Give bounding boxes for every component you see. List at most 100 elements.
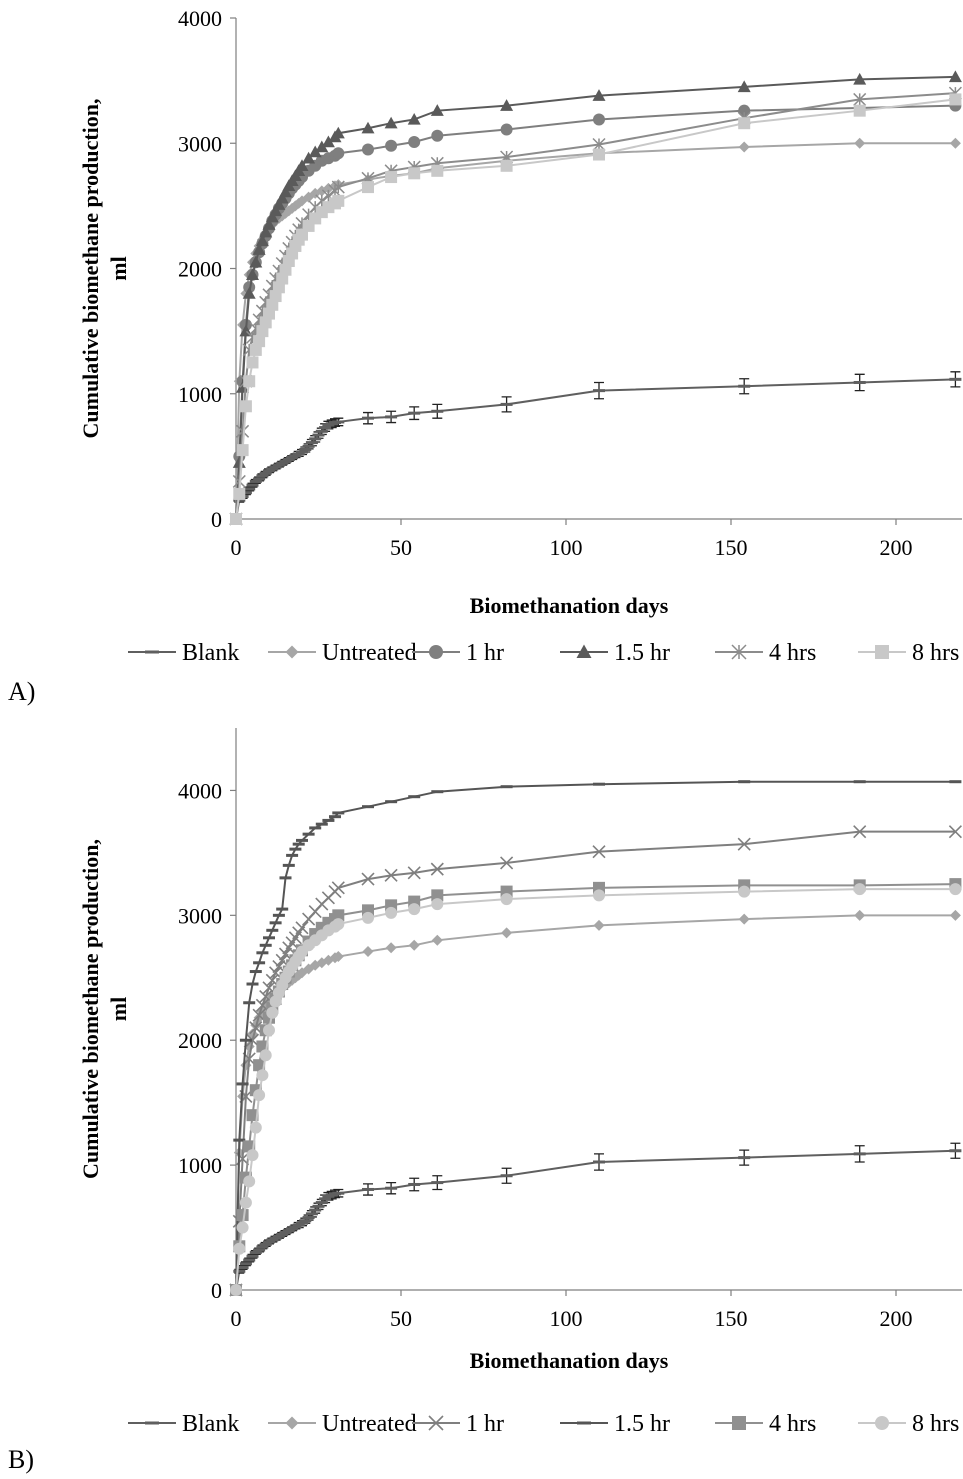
data-point bbox=[431, 889, 444, 902]
y-tick-label: 4000 bbox=[178, 778, 222, 803]
data-point bbox=[246, 356, 259, 369]
data-point bbox=[384, 116, 398, 129]
data-point bbox=[431, 790, 444, 794]
series-line bbox=[235, 830, 956, 1291]
data-point bbox=[500, 402, 513, 406]
data-point bbox=[361, 872, 375, 886]
data-point bbox=[289, 454, 302, 458]
data-point bbox=[230, 513, 242, 525]
data-point bbox=[295, 921, 309, 935]
data-point bbox=[256, 1245, 269, 1249]
data-point bbox=[592, 137, 606, 152]
data-point bbox=[239, 1038, 252, 1042]
data-point bbox=[431, 164, 444, 177]
data-point bbox=[385, 800, 398, 804]
legend-label: 8 hrs bbox=[912, 1411, 959, 1437]
data-point bbox=[236, 1082, 249, 1086]
data-point bbox=[854, 137, 866, 149]
data-point bbox=[282, 1229, 295, 1233]
legend-marker bbox=[576, 644, 592, 658]
data-point bbox=[243, 1001, 256, 1005]
data-point bbox=[272, 1234, 285, 1238]
data-point bbox=[309, 826, 322, 830]
data-point bbox=[289, 1225, 302, 1229]
data-point bbox=[319, 1197, 332, 1201]
data-point bbox=[249, 479, 262, 483]
data-point bbox=[385, 1186, 398, 1190]
data-point bbox=[431, 129, 444, 142]
legend-label: 1 hr bbox=[466, 1411, 504, 1437]
series-1-5-hr bbox=[230, 780, 962, 1292]
data-point bbox=[431, 898, 444, 911]
data-point bbox=[239, 1262, 252, 1266]
data-point bbox=[738, 780, 751, 784]
data-point bbox=[279, 876, 292, 880]
legend-label: 4 hrs bbox=[769, 640, 816, 666]
y-axis-title-line: ml bbox=[106, 256, 131, 280]
data-point bbox=[312, 433, 325, 437]
y-tick-label: 0 bbox=[211, 507, 222, 532]
y-axis-title-line: Cumulative biomethane production, bbox=[78, 98, 103, 438]
legend-label: 4 hrs bbox=[769, 1411, 816, 1437]
y-tick-label: 1000 bbox=[178, 1153, 222, 1178]
data-point bbox=[286, 456, 299, 460]
data-point bbox=[332, 420, 345, 424]
legend-item: Blank bbox=[128, 640, 239, 666]
data-point bbox=[331, 126, 345, 139]
data-point bbox=[239, 400, 252, 413]
data-point bbox=[948, 70, 962, 83]
series-8-hrs bbox=[230, 93, 962, 525]
y-tick-label: 3000 bbox=[178, 131, 222, 156]
data-point bbox=[253, 1059, 266, 1072]
x-tick-label: 100 bbox=[550, 535, 583, 560]
data-point bbox=[236, 444, 249, 457]
data-point bbox=[500, 123, 513, 136]
data-point bbox=[256, 474, 269, 478]
data-point bbox=[593, 919, 605, 931]
x-axis-title: Biomethanation days bbox=[470, 1348, 669, 1373]
data-point bbox=[282, 863, 295, 867]
data-point bbox=[853, 883, 866, 896]
series-1-5-hr bbox=[229, 70, 962, 525]
data-point bbox=[308, 145, 322, 158]
data-point bbox=[232, 456, 246, 468]
data-point bbox=[289, 847, 302, 851]
series-line bbox=[235, 378, 956, 520]
data-point bbox=[253, 335, 266, 348]
data-point bbox=[246, 982, 259, 986]
data-point bbox=[266, 928, 279, 932]
data-point bbox=[315, 822, 328, 826]
series-line bbox=[235, 914, 956, 1291]
panel-b-plot: 0 1000 2000 3000 4000 0 50 100 150 200 Biomethanat… bbox=[78, 728, 962, 1437]
data-point bbox=[949, 377, 962, 381]
legend-marker bbox=[875, 1416, 889, 1430]
data-point bbox=[230, 1284, 242, 1296]
data-point bbox=[249, 255, 263, 268]
series-line bbox=[235, 104, 956, 520]
data-point bbox=[332, 811, 345, 815]
legend-marker bbox=[285, 645, 299, 659]
x-tick-label: 50 bbox=[390, 535, 412, 560]
legend-label: 1 hr bbox=[466, 640, 504, 666]
legend-marker bbox=[732, 1416, 746, 1430]
data-point bbox=[362, 911, 374, 924]
data-point bbox=[500, 856, 514, 870]
data-point bbox=[262, 218, 276, 230]
y-tick-label: 1000 bbox=[178, 382, 222, 407]
x-tick-label: 50 bbox=[390, 1306, 412, 1331]
data-point bbox=[296, 838, 308, 842]
legend-item: 1.5 hr bbox=[560, 1411, 670, 1437]
data-point bbox=[236, 1266, 249, 1270]
data-point bbox=[331, 881, 345, 895]
data-point bbox=[332, 951, 344, 963]
panel-a-label: A) bbox=[8, 677, 35, 706]
legend-label: 1.5 hr bbox=[614, 1411, 670, 1437]
data-point bbox=[266, 1238, 279, 1242]
data-point bbox=[236, 1221, 249, 1234]
legend-marker bbox=[145, 1421, 159, 1425]
data-point bbox=[408, 795, 421, 799]
data-point bbox=[233, 1242, 246, 1255]
data-point bbox=[276, 1232, 289, 1236]
data-point bbox=[309, 1208, 322, 1212]
